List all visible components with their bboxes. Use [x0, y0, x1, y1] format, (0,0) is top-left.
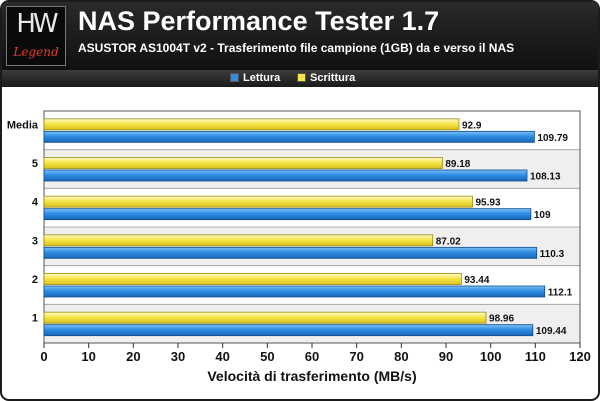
value-label-scrittura-1: 98.96 [489, 314, 514, 325]
x-tick-label: 120 [569, 349, 591, 364]
band-1 [44, 149, 580, 189]
x-tick-label: 20 [126, 349, 140, 364]
chart-plot: 92.9 109.79 Media 89.18 108.13 5 95.93 109 4 87.0… [7, 110, 591, 384]
band-0 [44, 111, 580, 150]
value-label-scrittura-5: 89.18 [445, 159, 470, 170]
x-tick-label: 60 [305, 349, 319, 364]
value-label-lettura-3: 110.3 [540, 249, 565, 260]
category-label-2: 2 [32, 274, 38, 286]
bar-scrittura-1 [43, 311, 487, 324]
bar-lettura-1 [43, 324, 534, 337]
category-label-4: 4 [32, 197, 39, 209]
category-label-Media: Media [7, 119, 39, 131]
bar-lettura-3 [43, 246, 538, 259]
value-label-scrittura-3: 87.02 [436, 236, 461, 247]
value-label-lettura-4: 109 [534, 210, 551, 221]
hwlegend-logo: HW Legend [6, 6, 66, 66]
legend-item-lettura: Lettura [230, 72, 280, 85]
x-tick-label: 110 [525, 349, 546, 364]
category-label-3: 3 [32, 235, 38, 247]
logo-mark: HW [16, 9, 58, 39]
category-label-5: 5 [32, 158, 38, 170]
legend-swatch-scrittura [297, 73, 306, 82]
x-tick-label: 90 [439, 349, 453, 364]
legend-swatch-lettura [230, 73, 239, 82]
x-tick-label: 70 [349, 349, 363, 364]
x-tick-label: 40 [215, 349, 229, 364]
x-tick-label: 30 [171, 349, 185, 364]
bar-scrittura-5 [43, 157, 443, 169]
band-2 [44, 188, 580, 227]
x-tick-label: 10 [81, 349, 95, 364]
band-3 [44, 227, 580, 266]
chart-subtitle: ASUSTOR AS1004T v2 - Trasferimento file … [78, 41, 515, 55]
band-5 [44, 304, 580, 343]
chart-title: NAS Performance Tester 1.7 [78, 6, 440, 36]
x-tick-label: 100 [480, 349, 502, 364]
legend-label-lettura: Lettura [243, 72, 281, 84]
legend-item-scrittura: Scrittura [297, 72, 355, 85]
bar-scrittura-4 [43, 195, 473, 208]
x-tick-label: 80 [394, 349, 408, 364]
value-label-lettura-5: 108.13 [530, 172, 561, 183]
bar-scrittura-3 [43, 234, 434, 247]
value-label-scrittura-4: 95.93 [475, 198, 500, 209]
bar-lettura-Media [43, 130, 535, 143]
legend-label-scrittura: Scrittura [310, 72, 356, 84]
x-tick-label: 50 [260, 349, 274, 364]
bar-scrittura-Media [43, 118, 460, 131]
chart-header: HW Legend NAS Performance Tester 1.7 ASU… [2, 2, 598, 70]
value-label-scrittura-Media: 92.9 [462, 120, 482, 131]
bar-scrittura-2 [43, 273, 462, 285]
bar-lettura-4 [43, 208, 532, 221]
value-label-lettura-Media: 109.79 [537, 133, 568, 144]
logo-text: Legend [13, 45, 59, 59]
x-axis-label: Velocità di trasferimento (MB/s) [207, 368, 416, 384]
value-label-lettura-1: 109.44 [536, 326, 567, 337]
category-label-1: 1 [32, 313, 38, 325]
bar-lettura-2 [43, 285, 546, 298]
legend: Lettura Scrittura [2, 70, 598, 87]
value-label-lettura-2: 112.1 [548, 288, 573, 299]
value-label-scrittura-2: 93.44 [464, 275, 489, 286]
x-tick-label: 0 [40, 349, 47, 364]
bar-lettura-5 [43, 169, 528, 182]
band-4 [44, 265, 580, 305]
